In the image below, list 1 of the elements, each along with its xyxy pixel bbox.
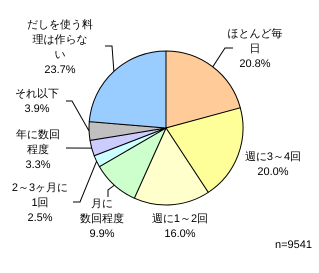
text: n=9541 [274, 239, 312, 251]
